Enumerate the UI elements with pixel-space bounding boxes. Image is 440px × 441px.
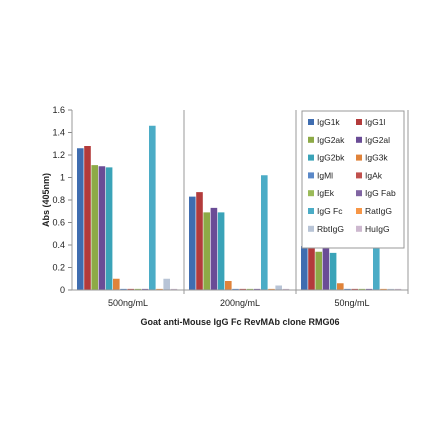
x-tick-label: 50ng/mL [334, 298, 369, 308]
bar-ratigg-0 [156, 288, 163, 290]
bar-rbtigg-0 [163, 278, 170, 290]
bar-igg-fab-1 [253, 288, 261, 290]
y-tick-label: 0.8 [52, 195, 65, 205]
legend-swatch [308, 119, 314, 125]
bar-igg1l-0 [84, 146, 91, 290]
bar-igg-fc-0 [149, 125, 156, 290]
legend-label: IgG3k [365, 153, 388, 163]
bar-igg2al-0 [98, 166, 106, 290]
legend-label: IgG Fc [317, 206, 343, 216]
bar-igek-2 [358, 288, 366, 290]
legend-swatch [356, 190, 362, 197]
legend-swatch [308, 154, 314, 161]
legend-swatch [356, 208, 362, 214]
legend-swatch [308, 190, 314, 197]
bar-igak-2 [351, 288, 358, 290]
x-tick-label: 500ng/mL [108, 298, 148, 308]
bar-igg2ak-1 [203, 212, 210, 290]
legend-label: IgG2bk [317, 153, 345, 163]
y-tick-label: 1.4 [52, 128, 65, 138]
bar-huigg-0 [170, 288, 178, 290]
bar-rbtigg-2 [387, 288, 394, 290]
x-axis-label: Goat anti-Mouse IgG Fc RevMAb clone RMG0… [140, 317, 339, 327]
bar-igak-1 [239, 288, 246, 290]
bar-igg-fc-1 [261, 175, 268, 290]
bar-igg3k-1 [225, 281, 232, 290]
legend-label: IgEk [317, 188, 335, 198]
legend-swatch [356, 154, 362, 161]
legend-box [301, 110, 405, 249]
y-tick-label: 0.2 [52, 263, 65, 273]
legend-swatch [356, 172, 362, 179]
legend-label: IgMl [317, 170, 333, 180]
bar-igml-0 [120, 288, 127, 290]
bar-igg-fab-2 [365, 288, 373, 290]
bar-igg1k-1 [189, 196, 196, 290]
bar-ratigg-2 [380, 288, 387, 290]
bar-igg3k-0 [113, 278, 120, 290]
bar-rbtigg-1 [275, 285, 282, 290]
legend-label: RatIgG [365, 206, 392, 216]
legend-swatch [308, 225, 314, 232]
bar-igg2ak-2 [315, 251, 322, 290]
bar-igg1l-2 [308, 237, 315, 290]
bar-igek-1 [246, 288, 254, 290]
bar-igg2ak-0 [91, 165, 98, 290]
bar-igg3k-2 [337, 283, 344, 290]
legend-label: HuIgG [365, 224, 390, 234]
bar-ratigg-1 [268, 288, 275, 290]
legend-label: IgG2ak [317, 135, 345, 145]
bar-igak-0 [127, 288, 134, 290]
bar-igg-fc-2 [373, 237, 380, 290]
legend-label: IgG2al [365, 135, 390, 145]
bar-igg2bk-0 [105, 167, 113, 290]
legend-swatch [356, 225, 362, 232]
y-tick-label: 1 [60, 173, 65, 183]
bar-igg1l-1 [196, 192, 203, 290]
y-axis-ticks: 0 0.2 0.4 0.6 0.8 1 1.2 1.4 1.6 [52, 105, 72, 295]
bar-igg2bk-2 [329, 252, 337, 290]
bar-igml-2 [344, 288, 351, 290]
bar-igg1k-0 [77, 148, 84, 290]
legend-swatch [356, 136, 362, 143]
bar-igg1k-2 [301, 246, 308, 290]
y-tick-label: 1.6 [52, 105, 65, 115]
legend: IgG1k IgG1l IgG2ak IgG2al IgG2bk IgG3k IgMl IgA… [301, 110, 405, 249]
bar-series [77, 125, 402, 290]
y-tick-label: 1.2 [52, 150, 65, 160]
legend-label: IgG Fab [365, 188, 396, 198]
legend-label: IgG1l [365, 117, 385, 127]
legend-label: IgG1k [317, 117, 340, 127]
y-tick-label: 0.4 [52, 240, 65, 250]
legend-swatch [308, 172, 314, 179]
y-tick-label: 0 [60, 285, 65, 295]
bar-igg2al-1 [210, 207, 218, 290]
bar-huigg-1 [282, 288, 290, 290]
bar-igek-0 [134, 288, 142, 290]
legend-label: IgAk [365, 170, 383, 180]
legend-swatch [356, 119, 362, 125]
x-tick-label: 200ng/mL [220, 298, 260, 308]
y-axis-label: Abs (405nm) [41, 173, 51, 227]
y-tick-label: 0.6 [52, 218, 65, 228]
legend-swatch [308, 136, 314, 143]
axes [71, 110, 409, 294]
bar-igg2bk-1 [217, 212, 225, 290]
bar-igg-fab-0 [141, 288, 149, 290]
bar-igml-1 [232, 288, 239, 290]
bar-huigg-2 [394, 288, 402, 290]
legend-label: RbtIgG [317, 224, 344, 234]
x-axis-ticks: 500ng/mL 200ng/mL 50ng/mL [108, 298, 370, 308]
bar-igg2al-2 [322, 247, 330, 290]
legend-swatch [308, 208, 314, 214]
